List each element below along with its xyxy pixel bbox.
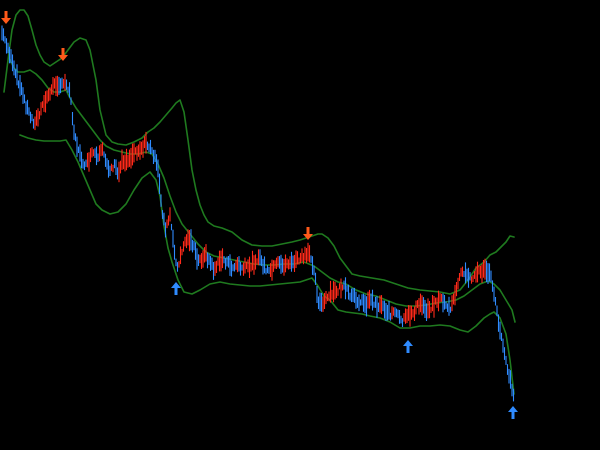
sell-arrow-shape xyxy=(303,227,313,240)
sell-arrow-icon xyxy=(1,11,11,24)
markers-layer xyxy=(1,11,518,419)
buy-arrow-shape xyxy=(403,340,413,353)
buy-arrow-icon xyxy=(403,340,413,353)
buy-arrow-icon xyxy=(171,282,181,295)
sell-arrow-icon xyxy=(58,48,68,61)
buy-arrow-shape xyxy=(508,406,518,419)
sell-arrow-shape xyxy=(58,48,68,61)
lower-band-line xyxy=(19,134,515,395)
sell-arrow-shape xyxy=(1,11,11,24)
bars-layer xyxy=(1,25,515,402)
buy-arrow-icon xyxy=(508,406,518,419)
sell-arrow-icon xyxy=(303,227,313,240)
buy-arrow-shape xyxy=(171,282,181,295)
